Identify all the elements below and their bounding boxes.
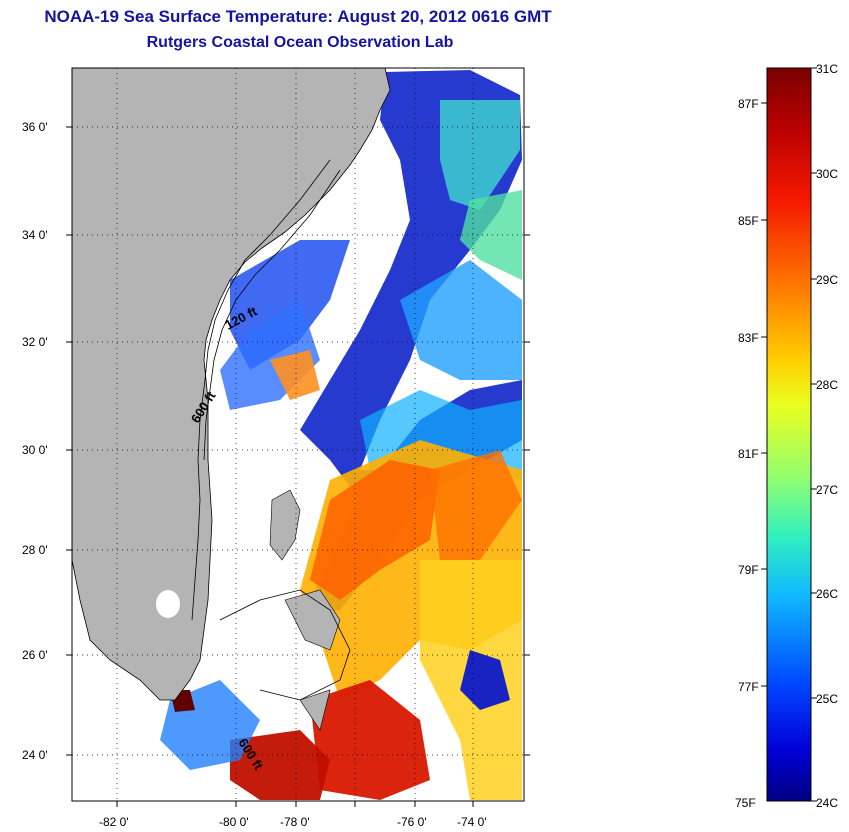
- map-title: NOAA-19 Sea Surface Temperature: August …: [44, 7, 552, 26]
- lon-label-82: -82 0': [99, 815, 129, 829]
- lon-label-76: -78 0': [280, 815, 310, 829]
- cb-f-85: 85F: [738, 214, 759, 228]
- land-mass: [72, 68, 391, 701]
- cb-f-79: 79F: [738, 563, 759, 577]
- lat-label-30: 30 0': [22, 443, 48, 457]
- cb-f-81: 81F: [738, 447, 759, 461]
- lat-label-32: 32 0': [22, 335, 48, 349]
- cb-c-31: 31C: [816, 62, 838, 76]
- cb-f-77: 77F: [738, 680, 759, 694]
- bathymetry-contours: [191, 159, 351, 701]
- lat-label-28: 28 0': [22, 543, 48, 557]
- lon-label-76b: -76 0': [397, 815, 427, 829]
- latitude-labels: 36 0' 34 0' 32 0' 30 0' 28 0' 26 0' 24 0…: [22, 120, 48, 762]
- cb-f-87: 87F: [738, 97, 759, 111]
- lat-label-36: 36 0': [22, 120, 48, 134]
- colorbar-gradient: [766, 67, 812, 802]
- map-grid: [72, 68, 524, 801]
- sst-data-layer: [160, 70, 522, 800]
- map-subtitle: Rutgers Coastal Ocean Observation Lab: [146, 34, 454, 51]
- cb-c-25: 25C: [816, 692, 838, 706]
- lon-label-74: -74 0': [457, 815, 487, 829]
- map-ticks: [66, 126, 530, 807]
- cb-c-26: 26C: [816, 587, 838, 601]
- longitude-labels: -82 0' -80 0' -78 0' -76 0' -74 0': [99, 815, 487, 829]
- lat-label-24: 24 0': [22, 748, 48, 762]
- cb-c-24: 24C: [816, 796, 838, 810]
- lat-label-26: 26 0': [22, 648, 48, 662]
- cb-c-27: 27C: [816, 483, 838, 497]
- cb-f-83: 83F: [738, 331, 759, 345]
- colorbar: 31C 30C 29C 28C 27C 26C 25C 24C 87F 85F …: [735, 62, 838, 810]
- lon-label-80: -80 0': [219, 815, 249, 829]
- cb-c-28: 28C: [816, 378, 838, 392]
- cb-c-29: 29C: [816, 273, 838, 287]
- map-panel: 120 ft 600 ft 600 ft: [72, 68, 524, 801]
- cb-f-75: 75F: [735, 796, 756, 810]
- cb-c-30: 30C: [816, 167, 838, 181]
- map-frame: [71, 67, 525, 802]
- lat-label-34: 34 0': [22, 228, 48, 242]
